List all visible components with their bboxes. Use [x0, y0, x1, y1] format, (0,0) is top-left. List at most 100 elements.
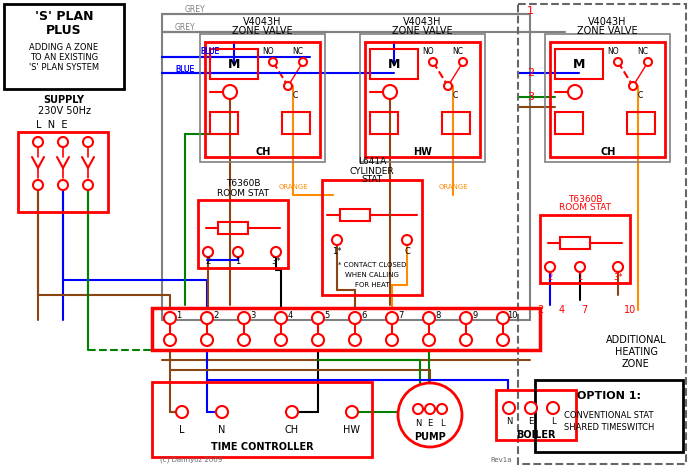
- Bar: [210, 112, 238, 134]
- Circle shape: [164, 334, 176, 346]
- Text: (c) Dannyoz 2009: (c) Dannyoz 2009: [160, 457, 222, 463]
- Circle shape: [275, 334, 287, 346]
- Circle shape: [223, 85, 237, 99]
- Circle shape: [425, 404, 435, 414]
- Bar: [205, 42, 320, 157]
- Text: BLUE: BLUE: [175, 65, 195, 73]
- Bar: [360, 34, 485, 162]
- Text: TIME CONTROLLER: TIME CONTROLLER: [210, 442, 313, 452]
- Text: N: N: [415, 418, 421, 427]
- Bar: [560, 237, 590, 249]
- Text: ZONE VALVE: ZONE VALVE: [232, 26, 293, 36]
- Bar: [200, 34, 325, 162]
- Text: CH: CH: [285, 425, 299, 435]
- Bar: [322, 180, 422, 295]
- Text: 10: 10: [506, 312, 518, 321]
- Circle shape: [402, 235, 412, 245]
- Bar: [340, 209, 370, 221]
- Circle shape: [58, 180, 68, 190]
- Text: L641A: L641A: [358, 158, 386, 167]
- Text: C: C: [453, 92, 457, 101]
- Text: ORANGE: ORANGE: [438, 184, 468, 190]
- Text: ADDING A ZONE: ADDING A ZONE: [30, 43, 99, 51]
- Circle shape: [271, 247, 281, 257]
- Text: N: N: [506, 417, 512, 426]
- Text: NC: NC: [293, 47, 304, 57]
- Circle shape: [545, 262, 555, 272]
- Text: 230V 50Hz: 230V 50Hz: [37, 106, 90, 116]
- Circle shape: [201, 312, 213, 324]
- Text: 8: 8: [435, 312, 441, 321]
- Circle shape: [332, 235, 342, 245]
- Text: N: N: [218, 425, 226, 435]
- Text: 9: 9: [473, 312, 477, 321]
- Text: C: C: [293, 92, 297, 101]
- Circle shape: [346, 406, 358, 418]
- Circle shape: [547, 402, 559, 414]
- Text: NC: NC: [453, 47, 464, 57]
- Circle shape: [429, 58, 437, 66]
- Bar: [545, 34, 670, 162]
- Circle shape: [299, 58, 307, 66]
- Text: 2: 2: [527, 68, 534, 78]
- Circle shape: [33, 137, 43, 147]
- Text: T6360B: T6360B: [226, 180, 260, 189]
- Bar: [550, 42, 665, 157]
- Circle shape: [269, 58, 277, 66]
- Text: HW: HW: [413, 147, 433, 157]
- Text: WHEN CALLING: WHEN CALLING: [345, 272, 399, 278]
- Bar: [152, 382, 372, 457]
- Text: PUMP: PUMP: [414, 432, 446, 442]
- Circle shape: [444, 82, 452, 90]
- Text: HW: HW: [344, 425, 360, 435]
- Text: PLUS: PLUS: [46, 23, 82, 37]
- Circle shape: [33, 180, 43, 190]
- Text: 5: 5: [324, 312, 330, 321]
- Text: C: C: [404, 248, 410, 256]
- Circle shape: [286, 406, 298, 418]
- Circle shape: [349, 334, 361, 346]
- Circle shape: [312, 312, 324, 324]
- Text: 1: 1: [578, 272, 582, 281]
- Text: M: M: [228, 58, 240, 71]
- Circle shape: [203, 247, 213, 257]
- Text: 2: 2: [206, 257, 210, 266]
- Bar: [442, 112, 470, 134]
- Text: ZONE VALVE: ZONE VALVE: [577, 26, 638, 36]
- Text: BOILER: BOILER: [516, 430, 555, 440]
- Text: GREY: GREY: [175, 23, 196, 32]
- Text: 4: 4: [287, 312, 293, 321]
- Text: NO: NO: [262, 47, 274, 57]
- Circle shape: [233, 247, 243, 257]
- Text: ZONE VALVE: ZONE VALVE: [392, 26, 453, 36]
- Text: BLUE: BLUE: [200, 47, 219, 57]
- Bar: [282, 112, 310, 134]
- Circle shape: [386, 312, 398, 324]
- Text: ORANGE: ORANGE: [278, 184, 308, 190]
- Text: SUPPLY: SUPPLY: [43, 95, 84, 105]
- Text: V4043H: V4043H: [403, 17, 441, 27]
- Bar: [370, 112, 398, 134]
- Bar: [535, 380, 683, 452]
- Text: GREY: GREY: [185, 6, 206, 15]
- Text: L  N  E: L N E: [37, 120, 68, 130]
- Text: BLUE: BLUE: [200, 47, 219, 57]
- Circle shape: [164, 312, 176, 324]
- Text: CH: CH: [600, 147, 615, 157]
- Circle shape: [383, 85, 397, 99]
- Text: T6360B: T6360B: [568, 195, 602, 204]
- Circle shape: [613, 262, 623, 272]
- Circle shape: [386, 334, 398, 346]
- Text: Rev1a: Rev1a: [490, 457, 511, 463]
- Bar: [152, 308, 540, 350]
- Text: * CONTACT CLOSED: * CONTACT CLOSED: [338, 262, 406, 268]
- Circle shape: [459, 58, 467, 66]
- Circle shape: [614, 58, 622, 66]
- Circle shape: [525, 402, 537, 414]
- Circle shape: [413, 404, 423, 414]
- Bar: [4, 4, 124, 89]
- Text: 3: 3: [250, 312, 256, 321]
- Text: ROOM STAT: ROOM STAT: [559, 204, 611, 212]
- Bar: [210, 49, 258, 79]
- Bar: [540, 215, 630, 283]
